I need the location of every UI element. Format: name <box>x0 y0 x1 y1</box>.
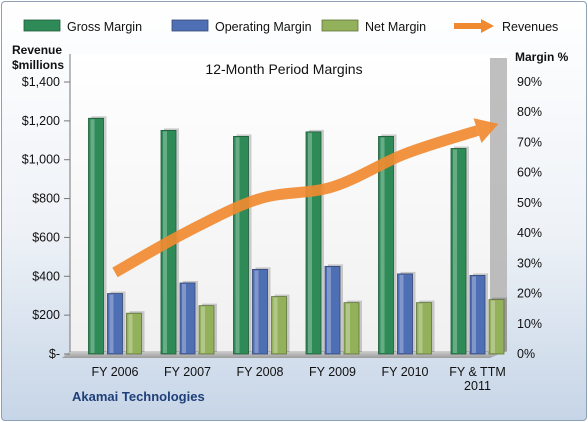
operating-margin-bar-highlight <box>182 283 186 353</box>
chart-title: 12-Month Period Margins <box>205 61 362 77</box>
left-tick-label: $800 <box>32 192 60 206</box>
operating-margin-bar-highlight <box>399 274 404 353</box>
operating-margin-bar-highlight <box>254 270 259 353</box>
right-tick-label: 80% <box>517 105 542 119</box>
legend-label-revenues: Revenues <box>502 20 558 34</box>
legend-label-gross-margin: Gross Margin <box>67 20 142 34</box>
net-margin-bar-highlight <box>201 306 205 353</box>
left-axis-ticks: $- $200 $400 $600 $800 $1,000 $1,200 $1,400 <box>22 75 70 361</box>
category-label: FY 2007 <box>164 365 211 379</box>
legend-swatch-gross-margin <box>23 19 61 32</box>
left-tick-label: $- <box>49 347 60 361</box>
legend-swatch-operating-margin <box>171 19 209 32</box>
right-tick-label: 10% <box>517 317 542 331</box>
operating-margin-bar-highlight <box>327 267 331 353</box>
gross-margin-bar-highlight <box>453 149 457 353</box>
right-axis-ticks: 0% 10% 20% 30% 40% 50% 60% 70% 80% 90% <box>517 75 542 361</box>
left-tick-label: $1,000 <box>22 153 60 167</box>
right-tick-label: 90% <box>517 75 542 89</box>
right-tick-label: 30% <box>517 256 542 270</box>
plot-side-wall <box>490 58 507 351</box>
category-labels: FY 2006 FY 2007 FY 2008 FY 2009 FY 2010 FY & … <box>91 365 505 393</box>
category-label: FY 2006 <box>91 365 138 379</box>
category-label: FY 2008 <box>236 365 283 379</box>
footer-company: Akamai Technologies <box>72 389 205 404</box>
revenues-line <box>112 118 499 278</box>
legend: Gross Margin Operating Margin Net Margin Re… <box>23 19 558 34</box>
gross-margin-bar-highlight <box>90 119 95 354</box>
operating-margin-bar-highlight <box>109 294 114 353</box>
revenues-arrowhead <box>473 118 499 143</box>
operating-margin-bar-highlight <box>472 276 476 353</box>
gross-margin-bar-highlight <box>235 137 240 353</box>
right-tick-label: 0% <box>517 347 535 361</box>
net-margin-bar-highlight <box>346 303 350 353</box>
legend-label-net-margin: Net Margin <box>365 20 426 34</box>
left-axis-label-line1: Revenue <box>12 43 62 57</box>
legend-arrow-revenues <box>481 19 494 33</box>
net-margin-bar-highlight <box>418 303 423 353</box>
revenues-line-path <box>112 125 480 278</box>
right-tick-label: 20% <box>517 287 542 301</box>
net-margin-bar-highlight <box>128 314 133 353</box>
category-label: FY 2010 <box>381 365 428 379</box>
category-label: FY & TTM <box>449 365 506 379</box>
legend-swatch-net-margin <box>321 19 359 32</box>
left-tick-label: $1,200 <box>22 114 60 128</box>
right-axis-label: Margin % <box>515 50 569 64</box>
category-label: 2011 <box>464 379 491 393</box>
plot-wall <box>70 54 507 351</box>
left-tick-label: $1,400 <box>22 75 60 89</box>
right-tick-label: 40% <box>517 226 542 240</box>
right-tick-label: 60% <box>517 166 542 180</box>
gross-margin-bar-highlight <box>380 137 385 353</box>
category-label: FY 2009 <box>309 365 356 379</box>
bars <box>88 116 507 355</box>
left-tick-label: $400 <box>32 269 60 283</box>
legend-label-operating-margin: Operating Margin <box>215 20 312 34</box>
gross-margin-bar-highlight <box>308 132 312 353</box>
net-margin-bar-highlight <box>491 300 495 353</box>
right-tick-label: 70% <box>517 135 542 149</box>
left-axis-label-line2: $millions <box>12 58 64 72</box>
left-tick-label: $600 <box>32 230 60 244</box>
net-margin-bar-highlight <box>273 297 278 353</box>
left-tick-label: $200 <box>32 308 60 322</box>
right-tick-label: 50% <box>517 196 542 210</box>
